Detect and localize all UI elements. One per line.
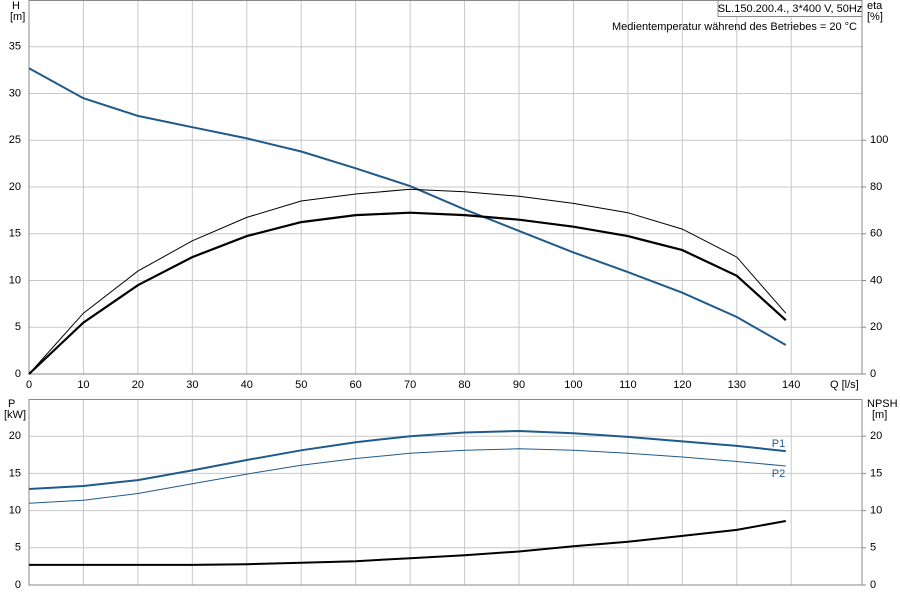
series-line (28, 211, 787, 375)
y2-axis-label: eta (867, 0, 883, 12)
series-line (28, 188, 787, 375)
y-axis-unit: [kW] (4, 409, 26, 421)
x-tick-label: 40 (241, 379, 253, 391)
y-tick-label: 15 (9, 467, 21, 479)
y-tick-label: 30 (9, 87, 21, 99)
y2-tick-label: 0 (870, 579, 876, 591)
y2-tick-label: 20 (870, 321, 882, 333)
plot-frame (28, 0, 863, 375)
y-tick-label: 15 (9, 228, 21, 240)
y-tick-label: 35 (9, 41, 21, 53)
series-label: P1 (772, 438, 785, 450)
y-tick-label: 0 (15, 579, 21, 591)
y2-axis-unit: [m] (872, 409, 887, 421)
y-tick-label: 5 (15, 542, 21, 554)
x-tick-label: 60 (350, 379, 362, 391)
x-tick-label: 110 (619, 379, 637, 391)
x-tick-label: 140 (782, 379, 800, 391)
y2-tick-label: 10 (870, 505, 882, 517)
series-line (28, 429, 786, 490)
plot-frame (28, 399, 863, 586)
x-tick-label: 20 (132, 379, 144, 391)
y-tick-label: 25 (9, 134, 21, 146)
x-tick-label: 90 (513, 379, 525, 391)
chart-subtitle: Medientemperatur während des Betriebes =… (612, 21, 857, 33)
y-axis-unit: [m] (10, 11, 25, 23)
series-line (28, 448, 786, 504)
y2-tick-label: 15 (870, 467, 882, 479)
y-tick-label: 20 (9, 430, 21, 442)
y-tick-label: 10 (9, 505, 21, 517)
series-line (28, 67, 787, 346)
y-tick-label: 10 (9, 274, 21, 286)
series-line (29, 520, 786, 566)
x-tick-label: 50 (295, 379, 307, 391)
x-tick-label: 100 (564, 379, 582, 391)
x-tick-label: 10 (77, 379, 89, 391)
x-tick-label: 120 (673, 379, 691, 391)
y-tick-label: 20 (9, 181, 21, 193)
x-tick-label: 80 (458, 379, 470, 391)
y-tick-label: 0 (15, 368, 21, 380)
y2-tick-label: 40 (870, 274, 882, 286)
chart-title: SL.150.200.4., 3*400 V, 50Hz (718, 3, 863, 15)
y2-axis-label: NPSH (867, 398, 898, 410)
y2-tick-label: 20 (870, 430, 882, 442)
x-tick-label: 0 (26, 379, 32, 391)
x-tick-label: 130 (728, 379, 746, 391)
series-label: P2 (772, 468, 785, 480)
y2-tick-label: 100 (870, 134, 888, 146)
y2-tick-label: 80 (870, 181, 882, 193)
x-tick-label: 70 (404, 379, 416, 391)
y2-axis-unit: [%] (867, 11, 883, 23)
x-tick-label: 30 (186, 379, 198, 391)
x-axis-label: Q [l/s] (830, 379, 859, 391)
y-axis-label: H (12, 0, 20, 12)
y-tick-label: 5 (15, 321, 21, 333)
y2-tick-label: 5 (870, 542, 876, 554)
y2-tick-label: 0 (870, 368, 876, 380)
y-axis-label: P (8, 398, 15, 410)
y2-tick-label: 60 (870, 228, 882, 240)
